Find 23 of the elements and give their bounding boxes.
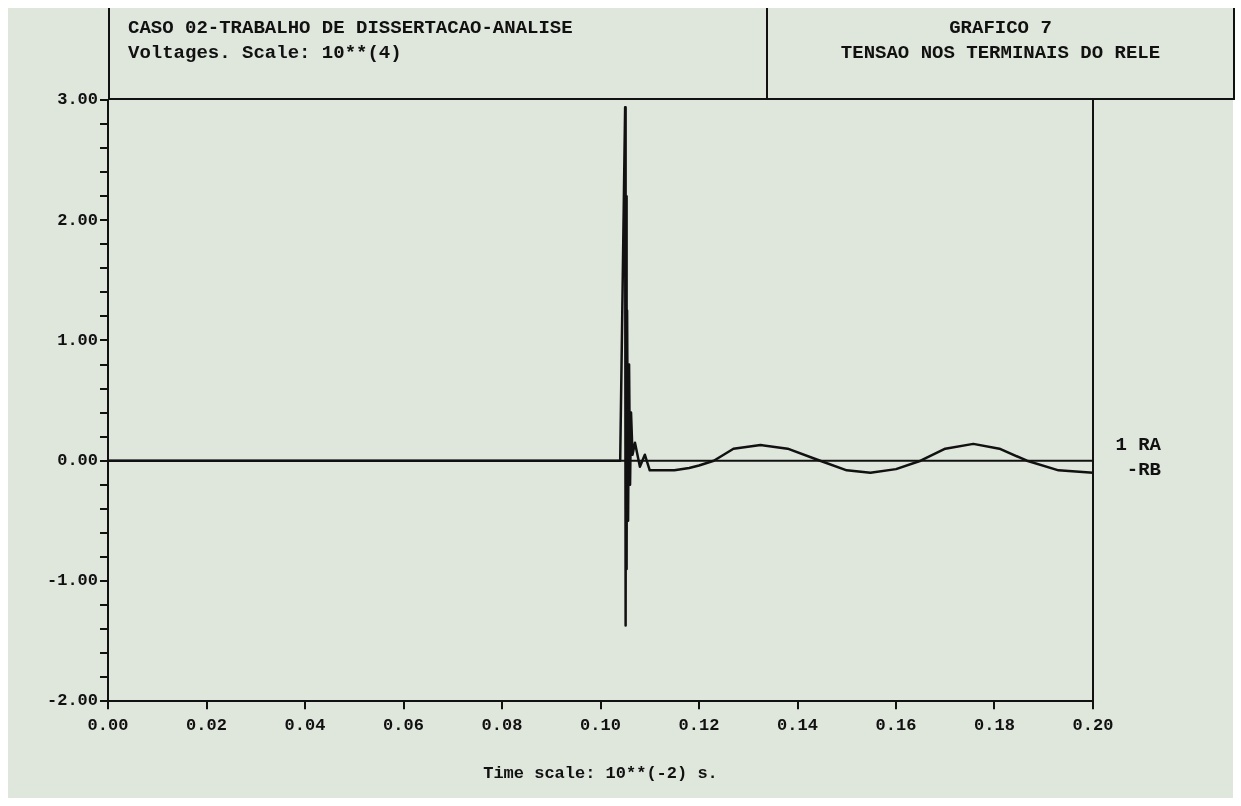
y-tick-label: 1.00 xyxy=(57,330,98,350)
y-tick-label: -2.00 xyxy=(46,691,98,711)
x-tick-label: 0.10 xyxy=(580,715,621,735)
series-label: 1 RA -RB xyxy=(1114,432,1161,483)
text: GRAFICO 7 xyxy=(948,16,1053,41)
x-tick-label: 0.12 xyxy=(678,715,720,735)
y-tick-label: 3.00 xyxy=(57,90,98,110)
x-axis-title: Time scale: 10**(-2) s. xyxy=(483,764,718,784)
x-tick-label: 0.20 xyxy=(1072,715,1114,735)
text: TENSAO NOS TERMINAIS DO RELE xyxy=(839,41,1162,66)
x-tick-label: 0.16 xyxy=(875,715,917,735)
y-tick-label: -1.00 xyxy=(46,571,98,591)
chart-subtitle: Voltages. Scale: 10**(4) xyxy=(128,41,403,66)
x-tick-label: 0.14 xyxy=(777,715,818,735)
x-tick-label: 0.06 xyxy=(383,715,424,735)
y-tick-label: 0.00 xyxy=(57,451,98,470)
x-tick-label: 0.02 xyxy=(186,715,227,735)
x-tick-label: 0.04 xyxy=(284,715,326,735)
x-tick-label: 0.08 xyxy=(481,715,523,735)
x-tick-label: 0.18 xyxy=(974,715,1015,735)
x-tick-label: 0.00 xyxy=(87,715,129,735)
y-tick-label: 2.00 xyxy=(57,210,98,230)
chart-title: CASO 02-TRABALHO DE DISSERTACAO-ANALISE xyxy=(128,16,574,41)
